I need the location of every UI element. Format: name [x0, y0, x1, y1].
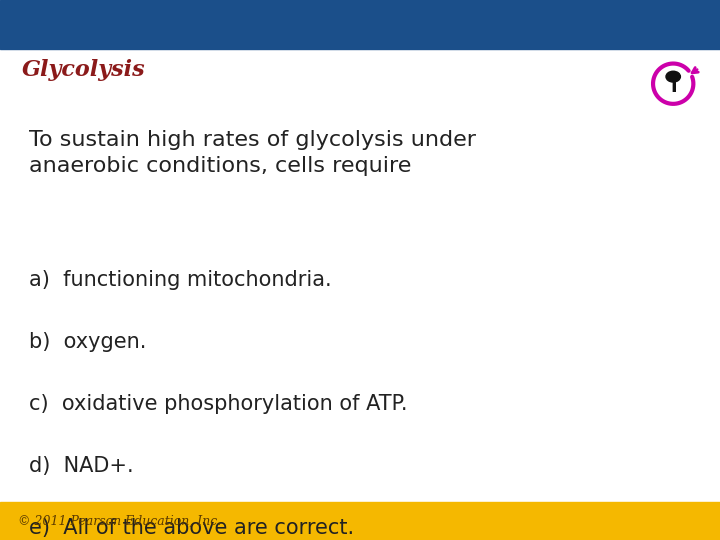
Text: e)  All of the above are correct.: e) All of the above are correct.	[29, 518, 354, 538]
Bar	[0, 502, 720, 540]
Circle shape	[666, 71, 680, 82]
Text: a)  functioning mitochondria.: a) functioning mitochondria.	[29, 270, 331, 290]
Text: d)  NAD+.: d) NAD+.	[29, 456, 133, 476]
Text: i: i	[670, 77, 677, 96]
Text: Glycolysis: Glycolysis	[22, 59, 145, 82]
Text: To sustain high rates of glycolysis under
anaerobic conditions, cells require: To sustain high rates of glycolysis unde…	[29, 130, 476, 176]
Text: b)  oxygen.: b) oxygen.	[29, 332, 146, 352]
Bar	[0, 0, 720, 49]
Text: c)  oxidative phosphorylation of ATP.: c) oxidative phosphorylation of ATP.	[29, 394, 408, 414]
Text: © 2011 Pearson Education, Inc.: © 2011 Pearson Education, Inc.	[18, 515, 221, 528]
